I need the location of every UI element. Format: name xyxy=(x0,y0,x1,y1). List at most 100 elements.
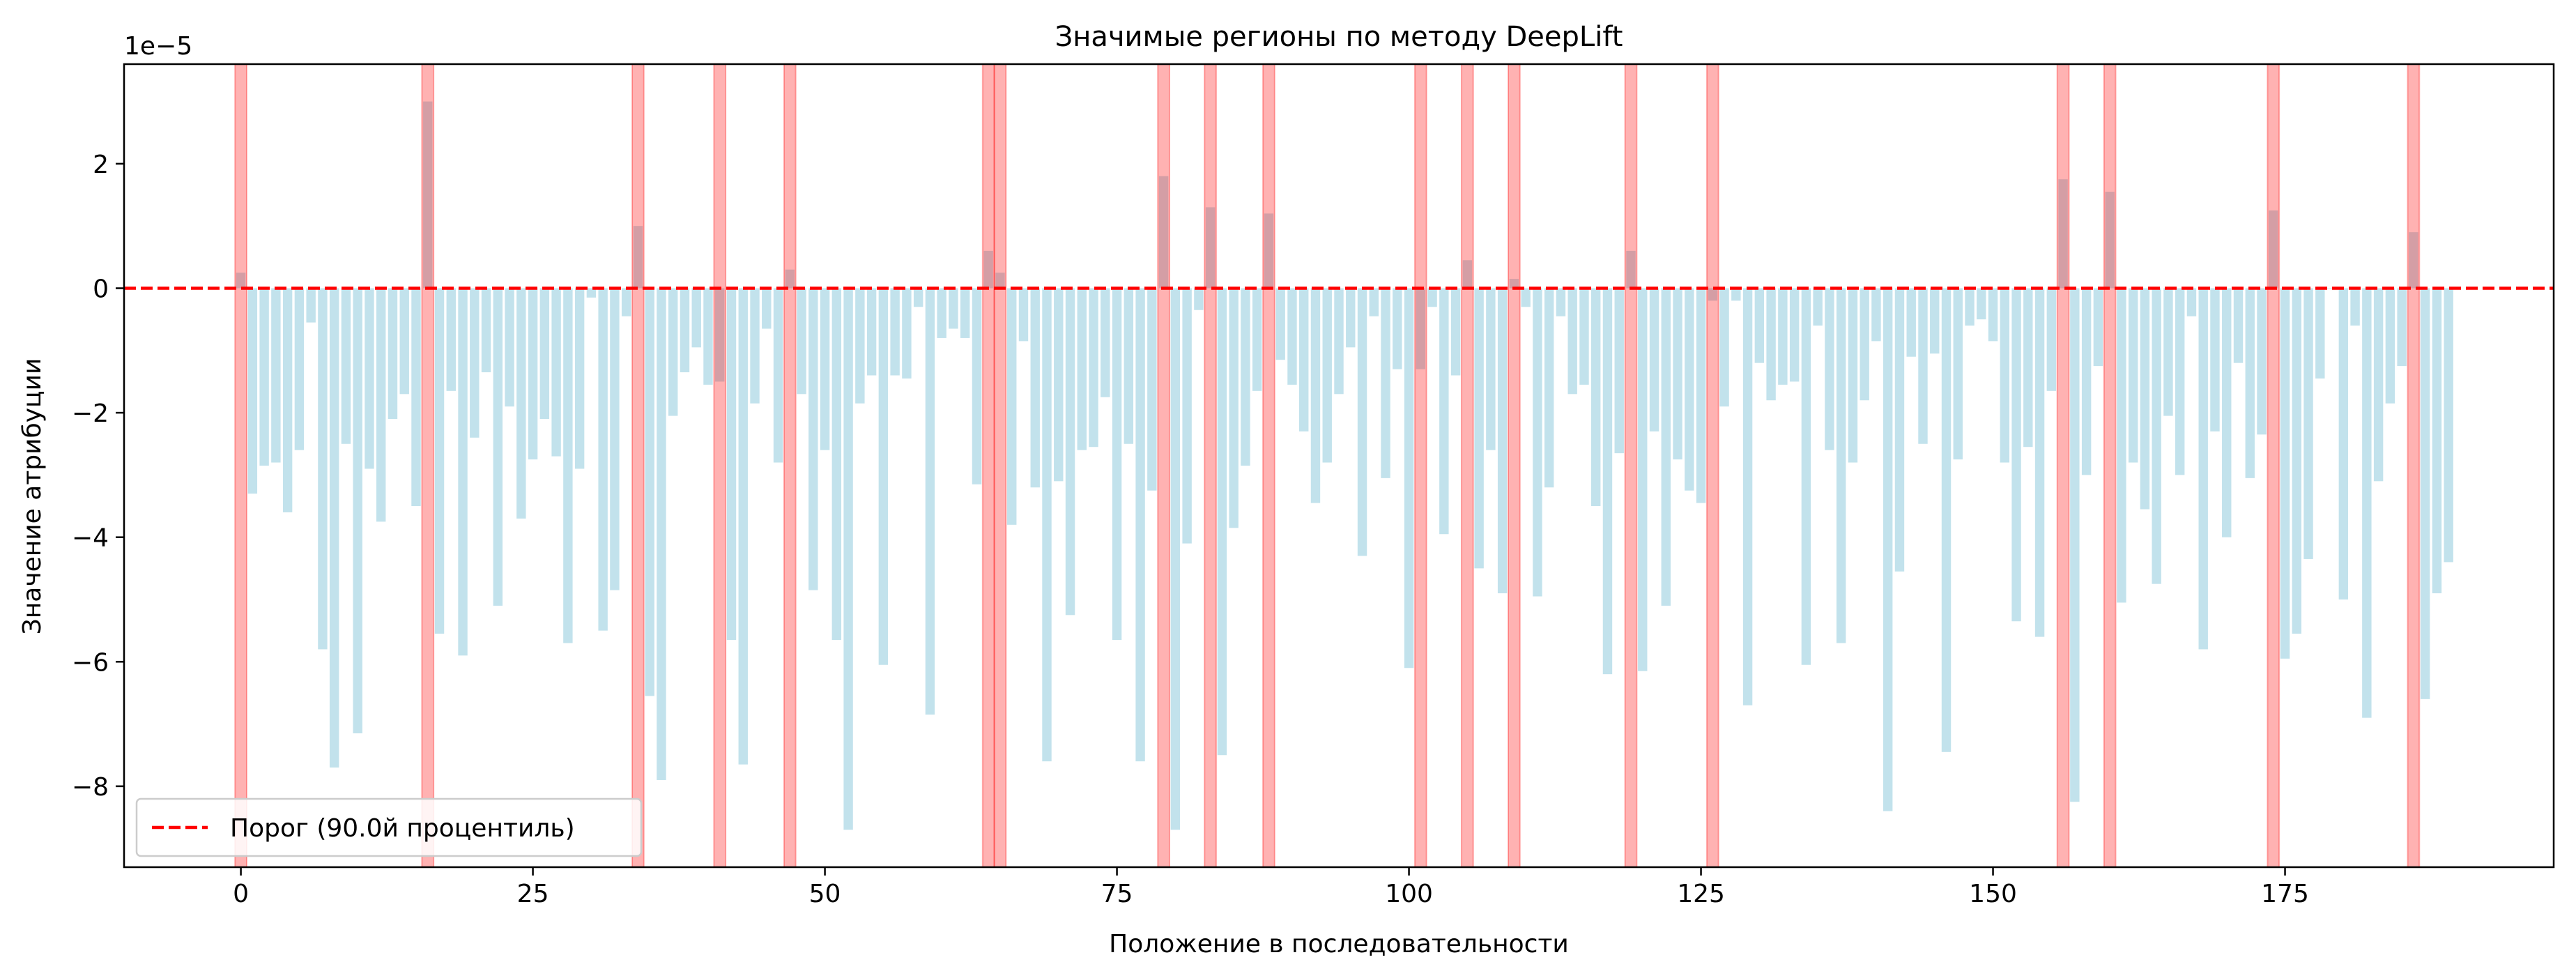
significant-region xyxy=(1157,63,1170,868)
bar xyxy=(2023,288,2033,448)
y-offset-label: 1e−5 xyxy=(124,32,192,61)
legend: Порог (90.0й процентиль) xyxy=(135,797,643,857)
bar xyxy=(2315,288,2325,379)
bar xyxy=(493,288,503,606)
bar xyxy=(1789,288,1800,382)
bar xyxy=(610,288,620,590)
bar xyxy=(1462,260,1473,289)
bar xyxy=(2081,288,2092,475)
significant-region xyxy=(631,63,645,868)
bar xyxy=(574,288,585,469)
bar xyxy=(1509,279,1519,289)
bar xyxy=(2070,288,2080,802)
bar xyxy=(937,288,946,338)
bar xyxy=(318,288,328,650)
bar xyxy=(1357,288,1367,556)
bar xyxy=(1649,288,1659,431)
bar xyxy=(925,288,935,715)
bar xyxy=(1147,288,1157,491)
bar xyxy=(960,288,970,338)
bar xyxy=(2152,288,2161,584)
bar xyxy=(750,288,760,404)
bar xyxy=(657,288,666,780)
bar xyxy=(1860,288,1869,401)
bar xyxy=(1101,288,1110,397)
bar xyxy=(2011,288,2021,622)
significant-region xyxy=(1460,63,1474,868)
bar xyxy=(376,288,386,522)
bar xyxy=(1089,288,1098,448)
bar xyxy=(1404,288,1414,668)
bar xyxy=(1346,288,1356,348)
bar xyxy=(1310,288,1321,503)
bar xyxy=(1334,288,1344,395)
x-tick-label: 125 xyxy=(1677,880,1725,908)
bar xyxy=(2198,288,2208,650)
significant-region xyxy=(1705,63,1719,868)
significant-region xyxy=(1624,63,1638,868)
bar xyxy=(1287,288,1297,385)
bar xyxy=(1626,250,1636,289)
bar xyxy=(1801,288,1811,665)
y-tick-label: −8 xyxy=(72,773,109,802)
bar xyxy=(2245,288,2255,478)
bar xyxy=(2420,288,2430,699)
significant-region xyxy=(981,63,995,868)
bar xyxy=(271,288,281,463)
bar xyxy=(1544,288,1554,488)
bar xyxy=(633,226,643,289)
bar xyxy=(2140,288,2150,510)
bar xyxy=(621,288,631,316)
bar xyxy=(1825,288,1834,450)
bar xyxy=(2385,288,2395,404)
bar xyxy=(505,288,514,407)
bar xyxy=(2058,179,2068,289)
bar xyxy=(843,288,853,830)
bar xyxy=(365,288,374,469)
x-tick-label: 50 xyxy=(809,880,841,908)
chart-title: Значимые регионы по методу DeepLift xyxy=(1055,21,1623,53)
bar xyxy=(1673,288,1682,460)
axes-layer: 0 25 50 75 100 125 150 175 −8 −6 −4 −2 0 2 xyxy=(72,63,2555,908)
bar xyxy=(1988,288,1998,342)
bar xyxy=(1042,288,1052,762)
significant-region xyxy=(2103,63,2117,868)
significant-regions-layer xyxy=(234,63,2421,868)
bar xyxy=(411,288,421,507)
bar xyxy=(2163,288,2173,416)
bar xyxy=(820,288,830,450)
bar xyxy=(586,288,597,298)
y-tick-label: −2 xyxy=(72,399,109,428)
bar xyxy=(1614,288,1624,454)
bar xyxy=(995,273,1005,289)
bar xyxy=(913,288,923,307)
bar xyxy=(1182,288,1192,544)
x-tick-label: 175 xyxy=(2261,880,2309,908)
bar xyxy=(282,288,293,512)
y-axis-label: Значение атрибуции xyxy=(18,358,47,635)
significant-region xyxy=(2267,63,2280,868)
bar xyxy=(1930,288,1940,354)
x-tick-label: 25 xyxy=(517,880,549,908)
bar xyxy=(1264,213,1274,289)
bar xyxy=(1579,288,1589,385)
bar xyxy=(306,288,316,323)
bar xyxy=(808,288,818,590)
bar xyxy=(481,288,491,373)
bar xyxy=(1977,288,1986,320)
bar xyxy=(1731,288,1741,301)
bar xyxy=(341,288,351,444)
bar xyxy=(2000,288,2010,463)
bar xyxy=(2397,288,2407,367)
bar xyxy=(1322,288,1332,463)
bar xyxy=(1661,288,1671,606)
bar xyxy=(726,288,737,641)
significant-region xyxy=(2056,63,2070,868)
bar xyxy=(329,288,339,768)
bar xyxy=(715,288,725,382)
bar xyxy=(1112,288,1122,641)
significant-region xyxy=(1262,63,1275,868)
bar xyxy=(2362,288,2372,718)
bar xyxy=(1883,288,1893,811)
